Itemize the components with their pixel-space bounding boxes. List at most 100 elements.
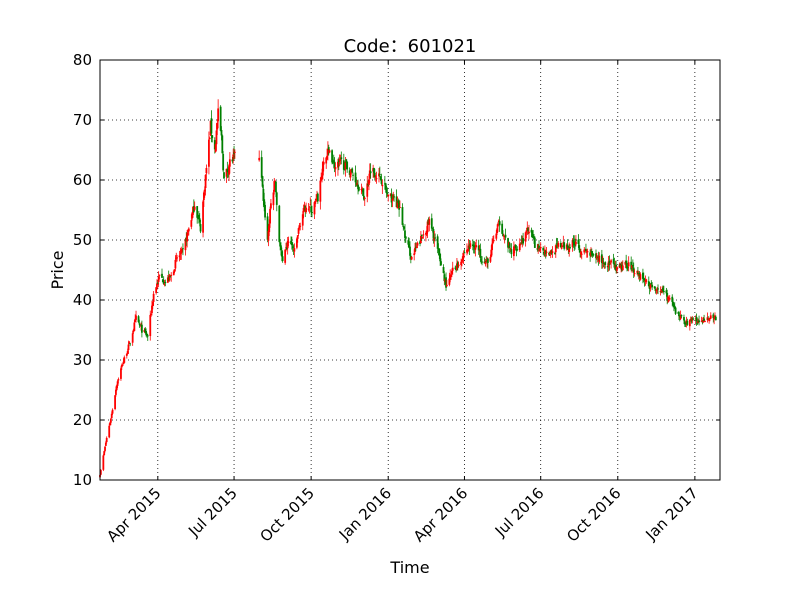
candle-body — [626, 266, 629, 269]
candle-body — [138, 323, 141, 325]
candle-body — [489, 256, 492, 262]
candle-body — [151, 302, 154, 306]
candle-body — [639, 274, 642, 280]
candle-body — [709, 318, 711, 320]
candle-body — [314, 200, 317, 205]
candle-body — [120, 368, 122, 379]
candle-body — [202, 201, 204, 233]
candle-body — [497, 223, 499, 227]
candle-body — [208, 139, 210, 167]
candle-body — [305, 207, 308, 212]
candle-body — [398, 202, 401, 210]
candle-body — [178, 255, 181, 258]
candle-body — [214, 144, 217, 152]
candle-body — [636, 272, 639, 275]
y-tick-label: 60 — [73, 171, 92, 189]
candle-body — [264, 204, 266, 218]
candle-body — [270, 203, 272, 209]
candle-body — [709, 315, 712, 319]
y-axis-label: Price — [48, 250, 67, 289]
candle-body — [311, 211, 313, 213]
candle-body — [110, 413, 113, 419]
candle-body — [116, 381, 119, 386]
candle-body — [221, 135, 224, 154]
candle-body — [281, 256, 284, 261]
candle-body — [109, 422, 111, 426]
candle-body — [703, 318, 705, 322]
candle-body — [514, 245, 517, 248]
candle-body — [275, 181, 277, 193]
candle-body — [595, 253, 597, 259]
candle-body — [157, 276, 160, 282]
candle-body — [571, 240, 574, 247]
candle-body — [308, 206, 311, 208]
candle-body — [129, 343, 132, 345]
candle-body — [121, 364, 124, 366]
candle-body — [346, 161, 349, 170]
candle-body — [430, 218, 433, 229]
candle-body — [140, 324, 143, 333]
candle-body — [393, 196, 395, 198]
candle-body — [180, 249, 183, 254]
candle-body — [616, 266, 618, 271]
candle-body — [621, 265, 624, 270]
candle-body — [173, 269, 176, 272]
candle-body — [662, 287, 664, 292]
candle-body — [461, 260, 463, 262]
y-ticks: 10 20 30 40 50 60 70 80 — [73, 51, 720, 489]
candle-body — [688, 319, 691, 327]
candle-body — [315, 198, 318, 200]
candle-body — [407, 240, 410, 245]
candle-body — [368, 170, 371, 179]
candle-body — [351, 168, 354, 173]
candle-body — [572, 239, 575, 243]
candle-body — [413, 253, 416, 256]
candle-body — [278, 205, 281, 242]
candle-body — [502, 234, 504, 237]
candle-body — [357, 184, 359, 190]
candle-body — [103, 451, 106, 456]
candle-body — [225, 168, 228, 177]
candle-body — [574, 241, 577, 245]
candle-body — [632, 267, 635, 273]
candle-body — [193, 206, 196, 210]
candle-body — [480, 259, 483, 261]
candle-body — [326, 155, 328, 160]
candle-body — [554, 245, 557, 253]
candle-body — [125, 353, 128, 356]
candle-body — [137, 316, 140, 323]
candle-body — [352, 174, 354, 176]
candle-body — [647, 281, 650, 287]
candle-body — [181, 249, 184, 251]
candle-body — [198, 218, 201, 223]
x-axis-label: Time — [389, 558, 429, 577]
candle-body — [419, 236, 422, 244]
candle-body — [272, 192, 275, 206]
candle-body — [156, 282, 159, 284]
candle-body — [404, 230, 406, 238]
candle-body — [316, 193, 319, 202]
candle-body — [156, 283, 158, 289]
candle-body — [176, 257, 178, 259]
candle-body — [216, 122, 219, 130]
candle-body — [266, 216, 269, 240]
candle-body — [327, 147, 330, 150]
candle-body — [414, 247, 416, 253]
candle-body — [328, 150, 331, 153]
candle-body — [205, 167, 208, 174]
candle-body — [273, 181, 276, 192]
candle-body — [161, 273, 163, 278]
candle-body — [539, 246, 542, 249]
candle-body — [102, 455, 105, 470]
y-tick-label: 10 — [73, 471, 92, 489]
candle-body — [295, 238, 298, 248]
candle-body — [542, 247, 545, 251]
candle-body — [321, 161, 324, 176]
candle-body — [631, 265, 633, 268]
y-tick-label: 50 — [73, 231, 92, 249]
candle-body — [184, 239, 187, 251]
candle-body — [602, 262, 605, 264]
candle-body — [401, 207, 404, 225]
candle-body — [334, 167, 337, 170]
candle-body — [191, 212, 194, 219]
